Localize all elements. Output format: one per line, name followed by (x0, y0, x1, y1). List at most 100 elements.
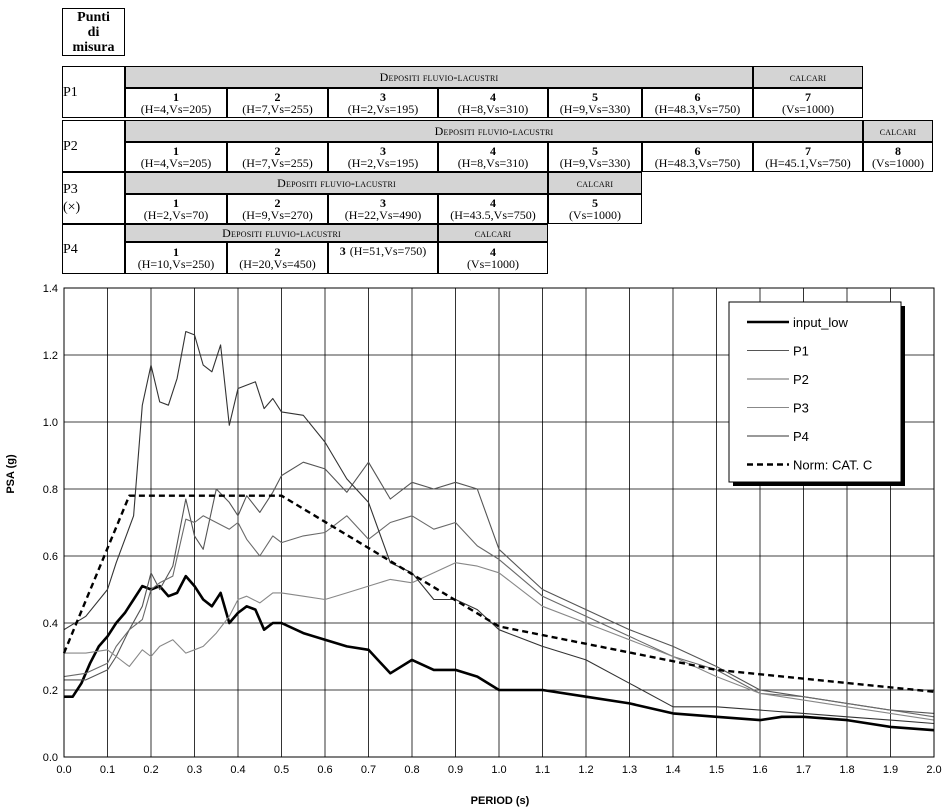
layer-number: 1 (173, 144, 179, 158)
header-title-line3: misura (72, 39, 115, 55)
series-line-norm-cat-c (62, 494, 935, 693)
x-tick-label: 0.4 (230, 764, 245, 776)
layer-desc: (H=7,Vs=255) (242, 156, 313, 170)
layer-number: 2 (274, 144, 281, 158)
group-calcari-p2: calcari (863, 120, 933, 142)
group-label: calcari (789, 70, 827, 84)
y-tick-labels: 0.0 0.2 0.4 0.6 0.8 1.0 1.2 1.4 (43, 283, 58, 764)
layer-number: 1 (173, 196, 179, 210)
layer-cell: 1 (H=2,Vs=70) (125, 194, 227, 224)
x-tick-label: 0.5 (274, 764, 289, 776)
group-label: calcari (576, 176, 614, 190)
point-note: (×) (63, 200, 81, 215)
layer-number: 6 (694, 144, 701, 158)
layer-number: 3 (380, 90, 386, 104)
y-tick-label: 1.4 (43, 283, 58, 295)
y-tick-label: 0.2 (43, 685, 58, 697)
layer-cell: 7 (Vs=1000) (753, 88, 863, 118)
layer-desc: (Vs=1000) (466, 257, 520, 271)
chart-axes (63, 287, 935, 758)
x-tick-label: 0.3 (187, 764, 202, 776)
layer-desc: (H=2,Vs=195) (347, 102, 419, 116)
legend-label: P4 (793, 429, 809, 444)
layer-desc: (H=2,Vs=70) (143, 208, 209, 222)
layer-desc: (Vs=1000) (568, 208, 622, 222)
point-label: P4 (63, 242, 78, 257)
layer-desc: (H=9,Vs=270) (242, 208, 313, 222)
layer-cell: 2 (H=9,Vs=270) (227, 194, 328, 224)
layer-cell: 5 (H=9,Vs=330) (548, 142, 642, 172)
layer-cell: 2 (H=20,Vs=450) (227, 242, 328, 274)
group-fluvio-p4: Depositi fluvio-lacustri (125, 224, 438, 242)
x-tick-labels: 0.0 0.1 0.2 0.3 0.4 0.5 0.6 0.7 0.8 0.9 1.0 1.1 1.2 1… (56, 764, 941, 776)
layer-desc: (H=45.1,Vs=750) (765, 156, 851, 170)
layer-cell: 2 (H=7,Vs=255) (227, 142, 328, 172)
point-p1: P1 (62, 66, 125, 118)
legend-label: Norm: CAT. C (793, 458, 872, 473)
layer-cell: 4 (H=8,Vs=310) (438, 142, 548, 172)
group-label: Depositi fluvio-lacustri (277, 176, 396, 190)
point-label: P3 (63, 182, 78, 197)
series-line-p3 (64, 562, 935, 721)
y-tick-label: 1.2 (43, 350, 58, 362)
layer-number: 5 (592, 196, 598, 210)
y-tick-label: 0.4 (43, 618, 58, 630)
x-tick-label: 0.9 (448, 764, 463, 776)
legend-box (728, 301, 902, 483)
header-title-line2: di (87, 24, 100, 40)
layer-number: 2 (274, 245, 281, 259)
layer-cell: 2 (H=7,Vs=255) (227, 88, 328, 118)
layer-desc: (H=20,Vs=450) (239, 257, 316, 271)
x-tick-label: 1.5 (709, 764, 724, 776)
table-header-title: Punti di misura (62, 8, 125, 56)
point-label: P1 (63, 85, 78, 100)
layer-desc: (H=51,Vs=750) (349, 244, 427, 258)
layer-number: 4 (490, 245, 496, 259)
x-axis-label: PERIOD (s) (471, 795, 530, 807)
legend-label: P2 (793, 372, 809, 387)
layer-desc: (H=4,Vs=205) (140, 156, 212, 170)
legend-label: P1 (793, 344, 809, 359)
layer-number: 3 (380, 196, 386, 210)
layer-desc: (H=48.3,Vs=750) (654, 102, 741, 116)
psa-chart: 0.0 0.1 0.2 0.3 0.4 0.5 0.6 0.7 0.8 0.9 1.0 1.1 1.2 1… (5, 283, 942, 807)
chart-series (62, 330, 935, 732)
group-label: Depositi fluvio-lacustri (379, 70, 499, 84)
group-fluvio-p3: Depositi fluvio-lacustri (125, 172, 548, 194)
layer-number: 7 (805, 90, 811, 104)
group-calcari-p3: calcari (548, 172, 642, 194)
layer-number: 3 (339, 244, 346, 258)
soil-profile-table: Punti di misura P1 Depositi fluvio-lacus… (0, 0, 946, 280)
x-tick-label: 1.8 (839, 764, 854, 776)
layer-number: 6 (694, 90, 701, 104)
group-label: Depositi fluvio-lacustri (222, 226, 341, 240)
layer-desc: (H=10,Vs=250) (137, 257, 215, 271)
layer-number: 5 (592, 90, 598, 104)
layer-desc: (H=4,Vs=205) (140, 102, 212, 116)
layer-number: 1 (173, 245, 179, 259)
group-calcari-p1: calcari (753, 66, 863, 88)
layer-cell: 4 (H=43.5,Vs=750) (438, 194, 548, 224)
x-tick-label: 0.1 (100, 764, 115, 776)
layer-number: 5 (592, 144, 598, 158)
x-tick-label: 1.2 (578, 764, 593, 776)
plot-frame (63, 287, 935, 758)
layer-number: 3 (380, 144, 386, 158)
point-p2: P2 (62, 120, 125, 172)
group-fluvio-p2: Depositi fluvio-lacustri (125, 120, 863, 142)
layer-cell: 6 (H=48.3,Vs=750) (642, 142, 753, 172)
chart-legend: input_low P1 P2 P3 P4 Norm: CAT. C (728, 301, 905, 486)
layer-cell: 3 (H=2,Vs=195) (328, 142, 438, 172)
layer-desc: (H=9,Vs=330) (559, 156, 631, 170)
x-tick-label: 1.4 (665, 764, 680, 776)
layer-cell: 4 (Vs=1000) (438, 242, 548, 274)
layer-cell: 5 (Vs=1000) (548, 194, 642, 224)
group-fluvio-p1: Depositi fluvio-lacustri (125, 66, 753, 88)
y-tick-label: 1.0 (43, 417, 58, 429)
group-calcari-p4: calcari (438, 224, 548, 242)
layer-number: 4 (490, 90, 496, 104)
layer-desc: (Vs=1000) (871, 156, 925, 170)
layer-desc: (H=48.3,Vs=750) (654, 156, 741, 170)
series-line-p2 (63, 515, 935, 718)
layer-cell: 8 (Vs=1000) (863, 142, 933, 172)
